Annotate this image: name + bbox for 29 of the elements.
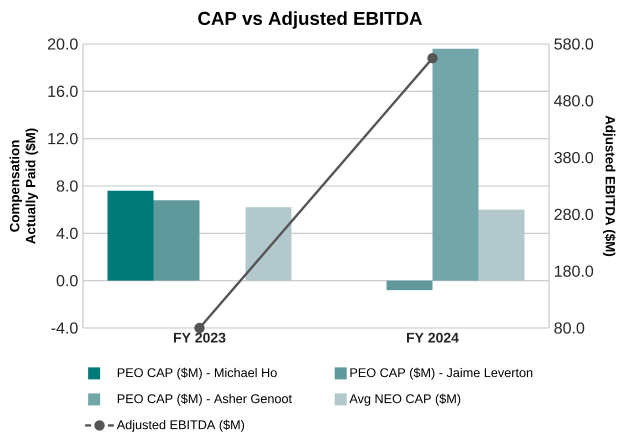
legend-label: Adjusted EBITDA ($M) bbox=[116, 420, 244, 432]
bar bbox=[432, 48, 479, 281]
y2-tick-label: 180.0 bbox=[554, 266, 594, 277]
y-tick-label: 4.0 bbox=[56, 228, 78, 239]
bar bbox=[478, 210, 525, 281]
bar bbox=[108, 190, 154, 281]
bar bbox=[154, 200, 200, 281]
legend-label: PEO CAP ($M) - Michael Ho bbox=[118, 368, 277, 380]
x-tick-label: FY 2024 bbox=[406, 332, 459, 343]
chart-title: CAP vs Adjusted EBITDA bbox=[198, 11, 422, 29]
legend-label: Avg NEO CAP ($M) bbox=[349, 394, 460, 406]
bar bbox=[246, 207, 292, 281]
legend-label: PEO CAP ($M) - Asher Genoot bbox=[118, 394, 292, 406]
bar bbox=[386, 280, 433, 290]
y2-tick-label: 380.0 bbox=[554, 152, 594, 164]
y-tick-label: 12.0 bbox=[48, 133, 78, 144]
y-tick-label: 16.0 bbox=[48, 86, 78, 97]
y-axis-title: Compensation Actually Paid ($M) bbox=[10, 128, 38, 244]
y-tick-label: -4.0 bbox=[51, 322, 78, 334]
y2-axis-title: Adjusted EBITDA ($M) bbox=[602, 116, 616, 256]
x-tick-label: FY 2023 bbox=[174, 332, 226, 343]
y-tick-label: 8.0 bbox=[56, 180, 78, 192]
y-tick-label: 20.0 bbox=[48, 38, 78, 50]
y2-tick-label: 480.0 bbox=[554, 95, 594, 106]
y2-tick-label: 280.0 bbox=[554, 208, 594, 220]
y2-tick-label: 80.0 bbox=[554, 322, 584, 334]
y2-tick-label: 580.0 bbox=[554, 38, 594, 50]
y-tick-label: 0.0 bbox=[56, 275, 78, 286]
legend-label: PEO CAP ($M) - Jaime Leverton bbox=[350, 368, 532, 380]
